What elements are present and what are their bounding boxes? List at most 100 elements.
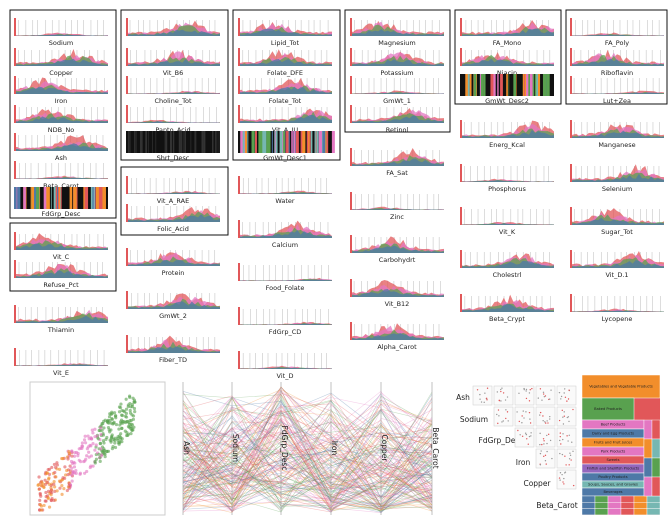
matrix-label: Copper — [523, 479, 551, 488]
point — [39, 508, 44, 512]
stripe — [247, 131, 249, 153]
pc-line — [182, 411, 433, 498]
treemap-cell — [620, 495, 635, 503]
stripe — [69, 187, 73, 209]
point — [102, 426, 106, 430]
matrix-dot — [570, 459, 572, 461]
thumb-area — [460, 58, 554, 66]
treemap-cell — [620, 508, 635, 516]
point — [117, 427, 121, 431]
point — [93, 448, 97, 452]
point — [52, 479, 56, 484]
matrix-dot — [561, 453, 564, 456]
matrix-dot — [563, 415, 566, 417]
pc-line — [182, 439, 433, 511]
thumb-area — [570, 92, 664, 94]
stripe — [532, 74, 535, 96]
matrix-label: Iron — [516, 458, 531, 467]
matrix-dot — [547, 433, 550, 436]
pc-line — [182, 432, 433, 511]
pc-line — [182, 421, 433, 476]
pc-line — [182, 409, 433, 477]
point — [60, 478, 64, 482]
thumb-area — [14, 315, 108, 323]
thumb-label: Sodium — [49, 39, 74, 47]
thumb-label: Vit_K — [499, 228, 516, 236]
point — [70, 479, 74, 483]
point — [93, 459, 97, 464]
thumb-label: Phosphorus — [488, 185, 526, 193]
matrix-dot — [529, 422, 532, 424]
spike — [126, 335, 128, 353]
matrix-dot — [528, 411, 531, 414]
cluster-box — [120, 166, 229, 236]
thumb-label: GmWt_Desc2 — [485, 97, 529, 105]
matrix-cell — [493, 385, 514, 406]
matrix-dot — [566, 400, 568, 402]
matrix-dot — [518, 420, 521, 423]
treemap-label: Beef Products — [601, 423, 626, 427]
stripe — [274, 131, 276, 153]
pc-line — [182, 398, 433, 499]
spike — [570, 120, 572, 138]
point — [124, 397, 128, 401]
point — [65, 488, 69, 493]
thumb-label: Riboflavin — [601, 69, 633, 77]
thumb-area — [126, 29, 220, 36]
point — [62, 487, 66, 491]
pc-line — [182, 439, 433, 497]
stripe — [165, 131, 168, 153]
cluster-box — [9, 9, 117, 219]
point — [129, 432, 133, 436]
thumb-label: Retinol — [386, 126, 409, 134]
stripe — [129, 131, 131, 153]
stripe — [128, 131, 130, 153]
point — [128, 395, 132, 399]
pc-line — [182, 396, 433, 507]
spike — [14, 348, 16, 366]
matrix-dot — [546, 434, 548, 437]
point — [66, 473, 70, 477]
matrix-dot — [558, 477, 561, 479]
pc-line — [182, 405, 433, 508]
spike — [460, 120, 462, 138]
matrix-dot — [543, 440, 545, 442]
thumb-area — [238, 114, 332, 123]
point — [44, 471, 49, 476]
matrix-dot — [525, 388, 528, 391]
matrix-dot — [568, 420, 570, 423]
pc-line — [182, 469, 433, 511]
matrix-dot — [476, 389, 479, 391]
stripe — [526, 74, 528, 96]
stripe — [84, 187, 89, 209]
point — [103, 455, 107, 459]
pc-line — [182, 393, 433, 482]
matrix-dot — [539, 414, 541, 416]
spike — [238, 105, 240, 123]
pc-line — [182, 445, 433, 496]
point — [80, 446, 84, 450]
matrix-dot — [479, 398, 481, 400]
thumb-area — [126, 192, 220, 194]
point — [50, 465, 54, 470]
matrix-dot — [564, 455, 566, 457]
matrix-dot — [525, 390, 527, 392]
pc-line — [182, 431, 433, 512]
pc-line — [182, 399, 433, 505]
point — [52, 498, 56, 503]
matrix-dot — [562, 423, 565, 425]
matrix-dot — [543, 396, 546, 398]
thumb-area — [350, 29, 444, 36]
treemap-cell — [633, 495, 648, 503]
stripe — [212, 131, 214, 153]
point — [118, 405, 123, 410]
thumb-area — [350, 158, 444, 166]
matrix-dot — [571, 441, 573, 443]
pc-line — [182, 433, 433, 505]
point — [58, 486, 62, 490]
point — [131, 396, 135, 400]
pc-line — [182, 389, 433, 510]
pc-line — [182, 391, 433, 501]
thumb-label: Folate_Tot — [269, 97, 302, 105]
pc-line — [182, 445, 433, 490]
